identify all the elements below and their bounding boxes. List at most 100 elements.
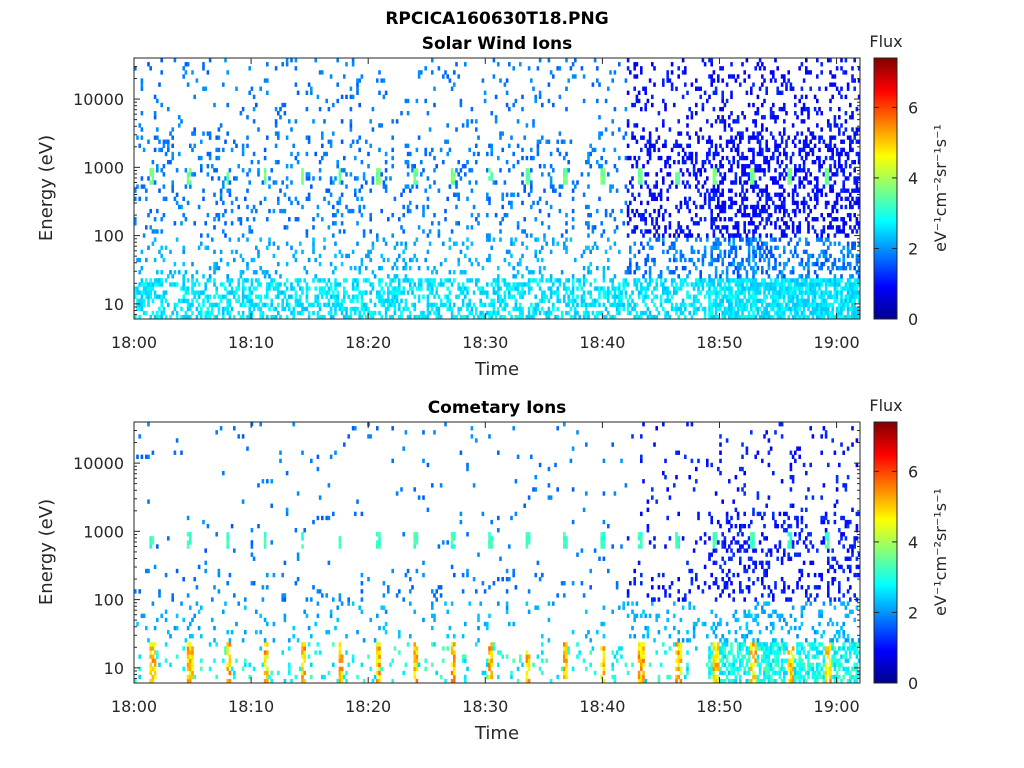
heatmap-cell — [358, 147, 361, 153]
heatmap-cell — [835, 229, 839, 234]
heatmap-cell — [820, 135, 823, 140]
heatmap-cell — [525, 168, 529, 173]
heatmap-cell — [818, 155, 821, 161]
heatmap-cell — [411, 302, 414, 308]
heatmap-cell — [851, 115, 854, 120]
heatmap-cell — [574, 184, 577, 189]
heatmap-cell — [151, 642, 155, 647]
heatmap-cell — [369, 290, 372, 295]
heatmap-cell — [246, 135, 249, 140]
heatmap-cell — [426, 176, 430, 181]
heatmap-cell — [299, 298, 302, 303]
heatmap-cell — [343, 290, 346, 295]
heatmap-cell — [684, 302, 687, 308]
heatmap-cell — [241, 278, 245, 283]
heatmap-cell — [747, 74, 751, 79]
heatmap-cell — [211, 302, 214, 308]
heatmap-cell — [420, 314, 423, 319]
heatmap-cell — [664, 164, 667, 169]
heatmap-cell — [332, 270, 335, 275]
heatmap-cell — [710, 139, 713, 144]
heatmap-cell — [354, 188, 357, 193]
heatmap-cell — [488, 257, 491, 263]
heatmap-cell — [543, 233, 546, 238]
heatmap-cell — [855, 106, 859, 112]
heatmap-cell — [149, 654, 152, 659]
colorbar-gradient-solar-wind — [873, 57, 898, 320]
heatmap-cell — [798, 184, 801, 189]
heatmap-cell — [305, 229, 309, 234]
heatmap-cell — [340, 180, 344, 185]
heatmap-cell — [384, 310, 388, 316]
heatmap-cell — [714, 237, 718, 242]
heatmap-cell — [400, 111, 403, 116]
heatmap-cell — [736, 151, 740, 157]
heatmap-cell — [835, 310, 839, 316]
heatmap-cell — [138, 290, 141, 295]
heatmap-cell — [695, 78, 698, 83]
heatmap-cell — [626, 233, 630, 238]
heatmap-cell — [481, 302, 485, 308]
heatmap-cell — [598, 82, 601, 87]
heatmap-cell — [325, 294, 328, 299]
heatmap-cell — [618, 310, 621, 316]
heatmap-cell — [241, 298, 245, 303]
heatmap-cell — [664, 310, 667, 316]
heatmap-cell — [785, 261, 788, 267]
heatmap-cell — [657, 212, 661, 218]
heatmap-cell — [644, 278, 647, 283]
heatmap-cell — [404, 159, 408, 165]
heatmap-cell — [849, 172, 852, 177]
heatmap-cell — [712, 70, 716, 75]
heatmap-cell — [411, 278, 414, 283]
heatmap-cell — [857, 241, 860, 246]
heatmap-cell — [646, 139, 650, 144]
heatmap-cell — [516, 314, 520, 319]
heatmap-cell — [699, 86, 702, 91]
heatmap-cell — [523, 282, 526, 287]
heatmap-cell — [679, 229, 683, 234]
heatmap-cell — [787, 241, 790, 246]
heatmap-cell — [292, 253, 295, 259]
heatmap-cell — [250, 86, 254, 91]
heatmap-cell — [822, 294, 826, 299]
heatmap-cell — [391, 147, 394, 153]
heatmap-cell — [765, 286, 768, 291]
heatmap-cell — [217, 589, 221, 594]
heatmap-cell — [444, 217, 447, 222]
heatmap-cell — [516, 221, 520, 226]
heatmap-cell — [521, 172, 524, 177]
heatmap-cell — [574, 310, 577, 316]
heatmap-cell — [195, 290, 199, 295]
heatmap-cell — [703, 62, 707, 67]
heatmap-cell — [681, 302, 685, 308]
heatmap-cell — [384, 314, 388, 319]
heatmap-cell — [384, 298, 388, 303]
heatmap-cell — [833, 294, 837, 299]
heatmap-cell — [395, 274, 399, 279]
heatmap-cell — [367, 151, 370, 157]
heatmap-cell — [668, 225, 672, 230]
heatmap-cell — [411, 164, 414, 169]
heatmap-cell — [780, 306, 784, 312]
heatmap-cell — [679, 225, 683, 230]
panel-title-cometary: Cometary Ions — [428, 398, 567, 418]
heatmap-cell — [807, 261, 810, 267]
heatmap-cell — [829, 290, 832, 295]
heatmap-cell — [754, 111, 757, 116]
heatmap-cell — [662, 233, 665, 238]
heatmap-cell — [338, 176, 342, 181]
heatmap-cell — [714, 257, 718, 263]
heatmap-cell — [195, 278, 199, 283]
heatmap-cell — [800, 94, 804, 100]
heatmap-cell — [752, 155, 755, 161]
heatmap-cell — [237, 217, 240, 222]
heatmap-cell — [840, 310, 843, 316]
heatmap-cell — [156, 654, 159, 659]
heatmap-cell — [831, 225, 834, 230]
heatmap-cell — [774, 225, 777, 230]
heatmap-cell — [211, 617, 214, 623]
heatmap-cell — [226, 306, 229, 312]
heatmap-cell — [389, 278, 392, 283]
heatmap-cell — [747, 310, 751, 316]
